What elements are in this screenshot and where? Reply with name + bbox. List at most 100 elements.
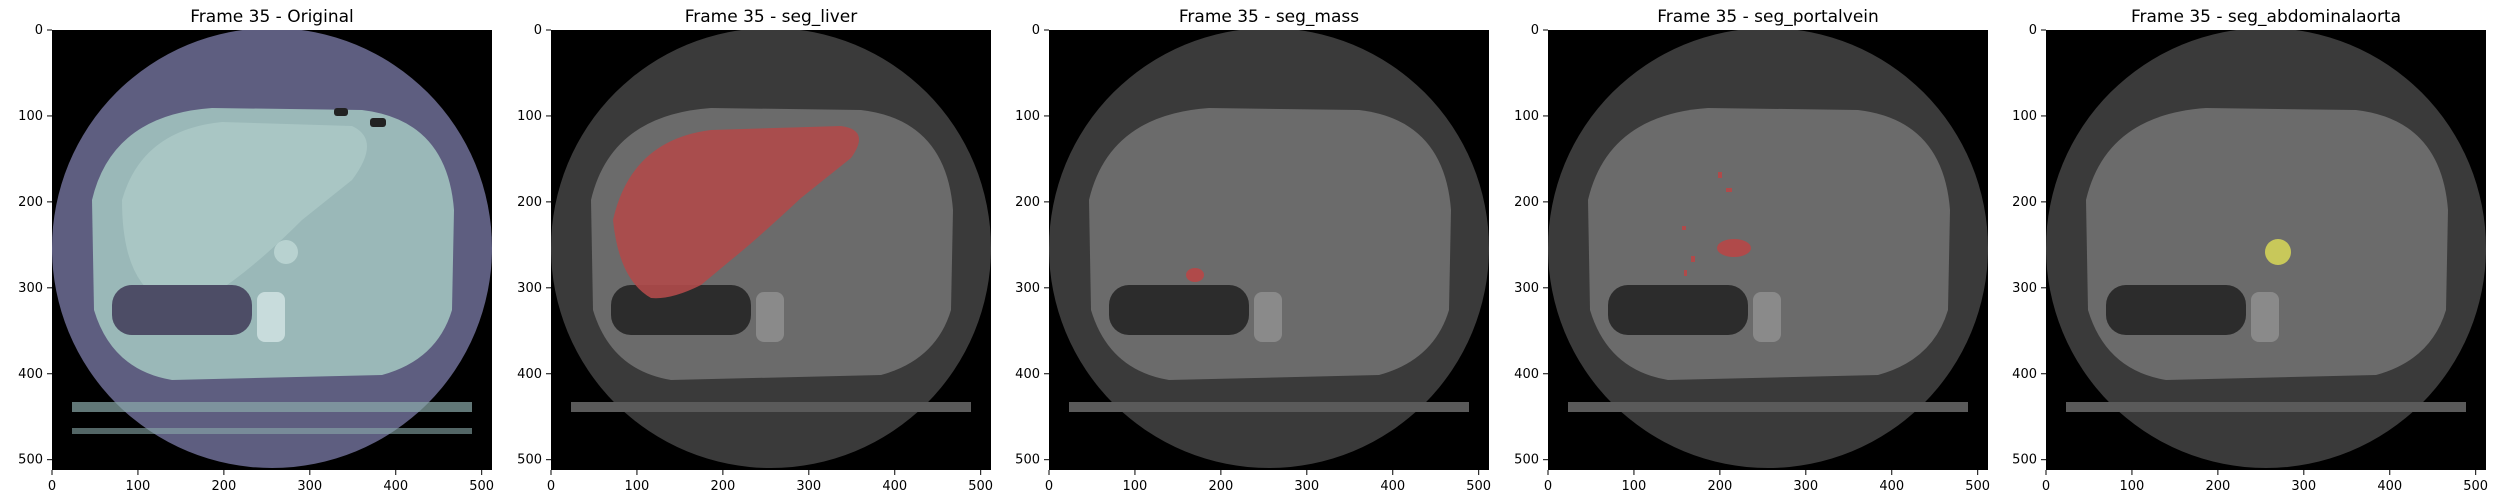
- liver-region: [122, 122, 367, 300]
- y-tick-label: 500: [1514, 453, 1539, 468]
- lung-base: [2106, 285, 2246, 335]
- y-axis: 0 100 200 300 400 500: [517, 23, 551, 468]
- y-tick-label: 0: [2029, 23, 2037, 38]
- ct-image: [52, 30, 492, 470]
- x-tick-label: 400: [1380, 479, 1405, 494]
- vertebra: [257, 292, 285, 342]
- y-tick-label: 200: [18, 195, 43, 210]
- y-tick-label: 500: [2012, 453, 2037, 468]
- x-axis: 0 100 200 300 400 500: [48, 470, 494, 494]
- portalvein-branch: [1691, 256, 1695, 262]
- panel-seg-liver: Frame 35 - seg_liver 0 100 200 300 400 500 0 1…: [517, 7, 993, 494]
- vertebra: [1254, 292, 1282, 342]
- y-axis: 0 100 200 300 400 500: [18, 23, 52, 468]
- y-tick-label: 200: [1015, 195, 1040, 210]
- y-tick-label: 0: [35, 23, 43, 38]
- x-tick-label: 500: [1466, 479, 1491, 494]
- x-tick-label: 0: [48, 479, 56, 494]
- x-tick-label: 0: [1045, 479, 1053, 494]
- vertebra: [2251, 292, 2279, 342]
- y-tick-label: 500: [18, 453, 43, 468]
- y-tick-label: 400: [2012, 367, 2037, 382]
- portalvein-branch: [1718, 172, 1722, 178]
- vertebra: [756, 292, 784, 342]
- x-tick-label: 100: [2120, 479, 2145, 494]
- x-tick-label: 100: [1123, 479, 1148, 494]
- x-tick-label: 200: [211, 479, 236, 494]
- y-axis: 0 100 200 300 400 500: [1514, 23, 1548, 468]
- ct-image: [551, 30, 991, 470]
- y-tick-label: 100: [517, 109, 542, 124]
- portalvein-branch: [1726, 188, 1732, 192]
- x-tick-label: 500: [2463, 479, 2488, 494]
- x-tick-label: 200: [1208, 479, 1233, 494]
- y-tick-label: 300: [1514, 281, 1539, 296]
- y-tick-label: 400: [1514, 367, 1539, 382]
- x-tick-label: 500: [968, 479, 993, 494]
- x-axis: 0 100 200 300 400 500: [2042, 470, 2488, 494]
- x-tick-label: 400: [882, 479, 907, 494]
- x-axis: 0 100 200 300 400 500: [1045, 470, 1491, 494]
- x-axis: 0 100 200 300 400 500: [1544, 470, 1990, 494]
- y-tick-label: 100: [1514, 109, 1539, 124]
- portalvein-mask: [1717, 239, 1751, 257]
- table-line: [72, 428, 472, 434]
- y-tick-label: 400: [517, 367, 542, 382]
- y-tick-label: 100: [2012, 109, 2037, 124]
- gas-bubble: [370, 118, 386, 127]
- y-tick-label: 300: [517, 281, 542, 296]
- y-tick-label: 500: [1015, 453, 1040, 468]
- y-tick-label: 0: [1032, 23, 1040, 38]
- ct-image: [2046, 30, 2486, 470]
- portalvein-branch: [1682, 226, 1686, 230]
- panel-title: Frame 35 - seg_liver: [685, 7, 858, 27]
- lung-base: [112, 285, 252, 335]
- x-tick-label: 300: [2291, 479, 2316, 494]
- x-tick-label: 500: [469, 479, 494, 494]
- panel-seg-mass: Frame 35 - seg_mass 0 100 200 300 400 500 0 10…: [1015, 7, 1491, 494]
- x-tick-label: 500: [1965, 479, 1990, 494]
- x-tick-label: 400: [2377, 479, 2402, 494]
- portalvein-branch: [1684, 270, 1687, 276]
- y-tick-label: 400: [18, 367, 43, 382]
- ct-image: [1049, 30, 1489, 470]
- vertebra: [1753, 292, 1781, 342]
- x-tick-label: 0: [1544, 479, 1552, 494]
- y-tick-label: 400: [1015, 367, 1040, 382]
- y-tick-label: 0: [534, 23, 542, 38]
- y-tick-label: 300: [2012, 281, 2037, 296]
- x-tick-label: 400: [1879, 479, 1904, 494]
- y-axis: 0 100 200 300 400 500: [2012, 23, 2046, 468]
- x-tick-label: 400: [383, 479, 408, 494]
- table-line: [571, 402, 971, 412]
- panel-title: Frame 35 - Original: [190, 7, 353, 27]
- x-tick-label: 0: [2042, 479, 2050, 494]
- table-line: [2066, 402, 2466, 412]
- y-tick-label: 200: [1514, 195, 1539, 210]
- x-tick-label: 200: [710, 479, 735, 494]
- aorta-region: [274, 240, 298, 264]
- y-tick-label: 0: [1531, 23, 1539, 38]
- y-tick-label: 500: [517, 453, 542, 468]
- x-axis: 0 100 200 300 400 500: [547, 470, 993, 494]
- y-tick-label: 100: [18, 109, 43, 124]
- x-tick-label: 100: [126, 479, 151, 494]
- x-tick-label: 100: [1622, 479, 1647, 494]
- liver-mask: [613, 126, 859, 299]
- x-tick-label: 0: [547, 479, 555, 494]
- y-tick-label: 200: [2012, 195, 2037, 210]
- y-axis: 0 100 200 300 400 500: [1015, 23, 1049, 468]
- y-tick-label: 200: [517, 195, 542, 210]
- x-tick-label: 300: [297, 479, 322, 494]
- x-tick-label: 300: [1294, 479, 1319, 494]
- table-line: [72, 402, 472, 412]
- mass-mask: [1186, 268, 1204, 282]
- ct-image: [1548, 30, 1988, 470]
- aorta-mask: [2265, 239, 2291, 265]
- panel-original: Frame 35 - Original 0 100 200 300 400 500 0 10…: [18, 7, 494, 494]
- x-tick-label: 300: [1793, 479, 1818, 494]
- y-tick-label: 300: [1015, 281, 1040, 296]
- y-tick-label: 300: [18, 281, 43, 296]
- gas-bubble: [334, 108, 348, 116]
